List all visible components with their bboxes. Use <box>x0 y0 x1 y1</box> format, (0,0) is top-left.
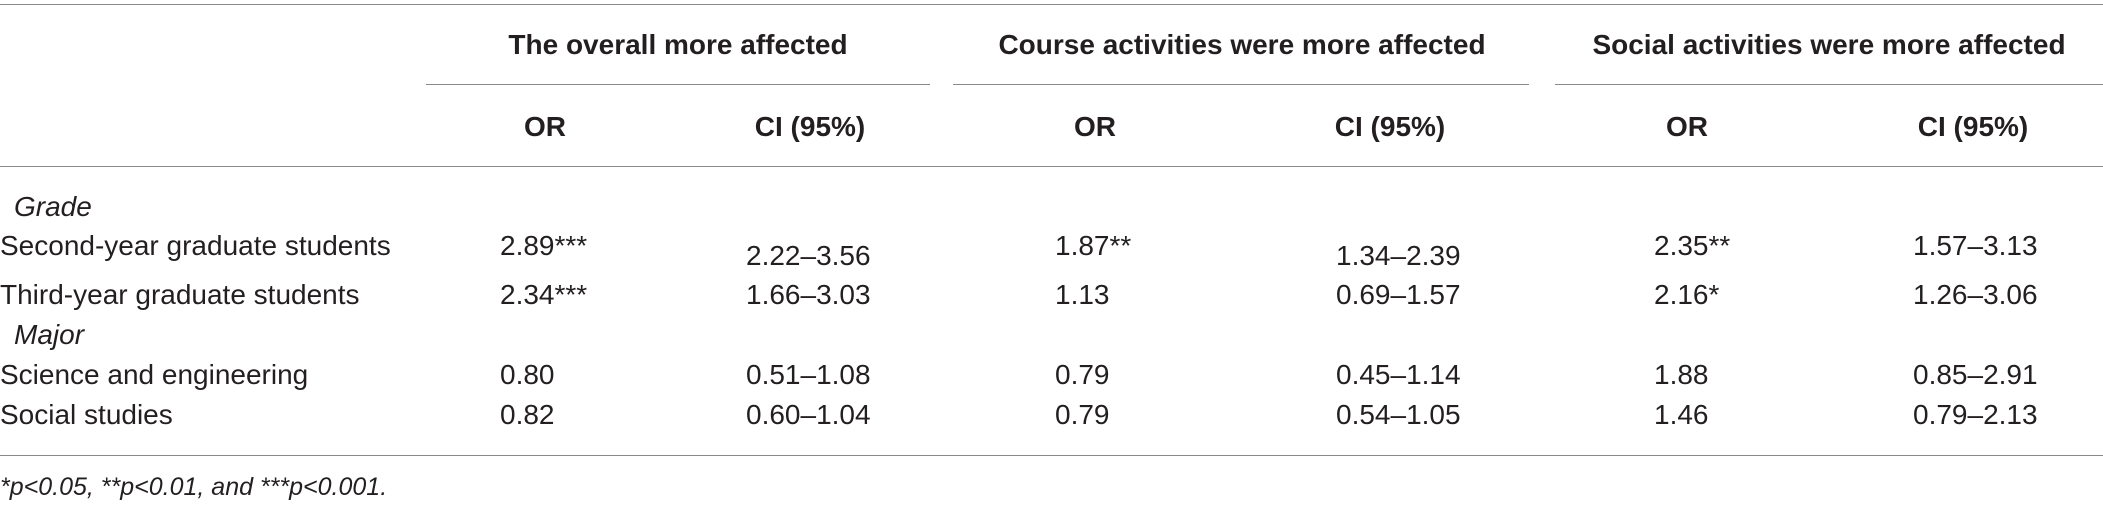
table-cell: 0.79 <box>1055 359 1110 390</box>
table-cell: 2.22–3.56 <box>746 240 871 271</box>
group-rule-overall <box>426 84 930 85</box>
table-cell: 0.79 <box>1055 399 1110 430</box>
table-cell: 1.66–3.03 <box>746 279 871 310</box>
table-cell: 1.34–2.39 <box>1336 240 1461 271</box>
table-footnote: *p<0.05, **p<0.01, and ***p<0.001. <box>0 473 388 501</box>
table-cell: 0.45–1.14 <box>1336 359 1461 390</box>
table-cell: 2.89*** <box>500 230 588 261</box>
row-label: Second-year graduate students <box>0 230 391 261</box>
group-header-course: Course activities were more affected <box>998 29 1486 60</box>
subheader-ci-overall: CI (95%) <box>754 111 866 142</box>
table-cell: 0.80 <box>500 359 555 390</box>
subheader-or-social: OR <box>1666 111 1708 142</box>
table-cell: 0.79–2.13 <box>1913 399 2038 430</box>
row-label: Social studies <box>0 399 173 430</box>
table-cell: 1.46 <box>1654 399 1709 430</box>
subheader-ci-course: CI (95%) <box>1334 111 1446 142</box>
group-rule-social <box>1555 84 2103 85</box>
group-header-social: Social activities were more affected <box>1592 29 2066 60</box>
table-cell: 1.57–3.13 <box>1913 230 2038 261</box>
table-cell: 0.60–1.04 <box>746 399 871 430</box>
table-cell: 1.13 <box>1055 279 1110 310</box>
table-cell: 1.88 <box>1654 359 1709 390</box>
table-cell: 1.26–3.06 <box>1913 279 2038 310</box>
table-cell: 2.34*** <box>500 279 588 310</box>
section-label-grade: Grade <box>14 191 92 222</box>
subheader-or-course: OR <box>1074 111 1116 142</box>
table-bottom-rule <box>0 455 2103 456</box>
table-cell: 0.54–1.05 <box>1336 399 1461 430</box>
group-header-overall: The overall more affected <box>508 29 848 60</box>
row-label: Science and engineering <box>0 359 309 390</box>
subheader-ci-social: CI (95%) <box>1917 111 2029 142</box>
table-cell: 1.87** <box>1055 230 1132 261</box>
table-cell: 2.16* <box>1654 279 1720 310</box>
table-cell: 0.51–1.08 <box>746 359 871 390</box>
table-cell: 0.85–2.91 <box>1913 359 2038 390</box>
row-label: Third-year graduate students <box>0 279 360 310</box>
subheader-or-overall: OR <box>524 111 566 142</box>
header-bottom-rule <box>0 166 2103 167</box>
group-rule-course <box>953 84 1529 85</box>
section-label-major: Major <box>14 319 85 350</box>
table-cell: 2.35** <box>1654 230 1731 261</box>
table-cell: 0.82 <box>500 399 555 430</box>
table-cell: 0.69–1.57 <box>1336 279 1461 310</box>
table-top-rule <box>0 4 2103 5</box>
